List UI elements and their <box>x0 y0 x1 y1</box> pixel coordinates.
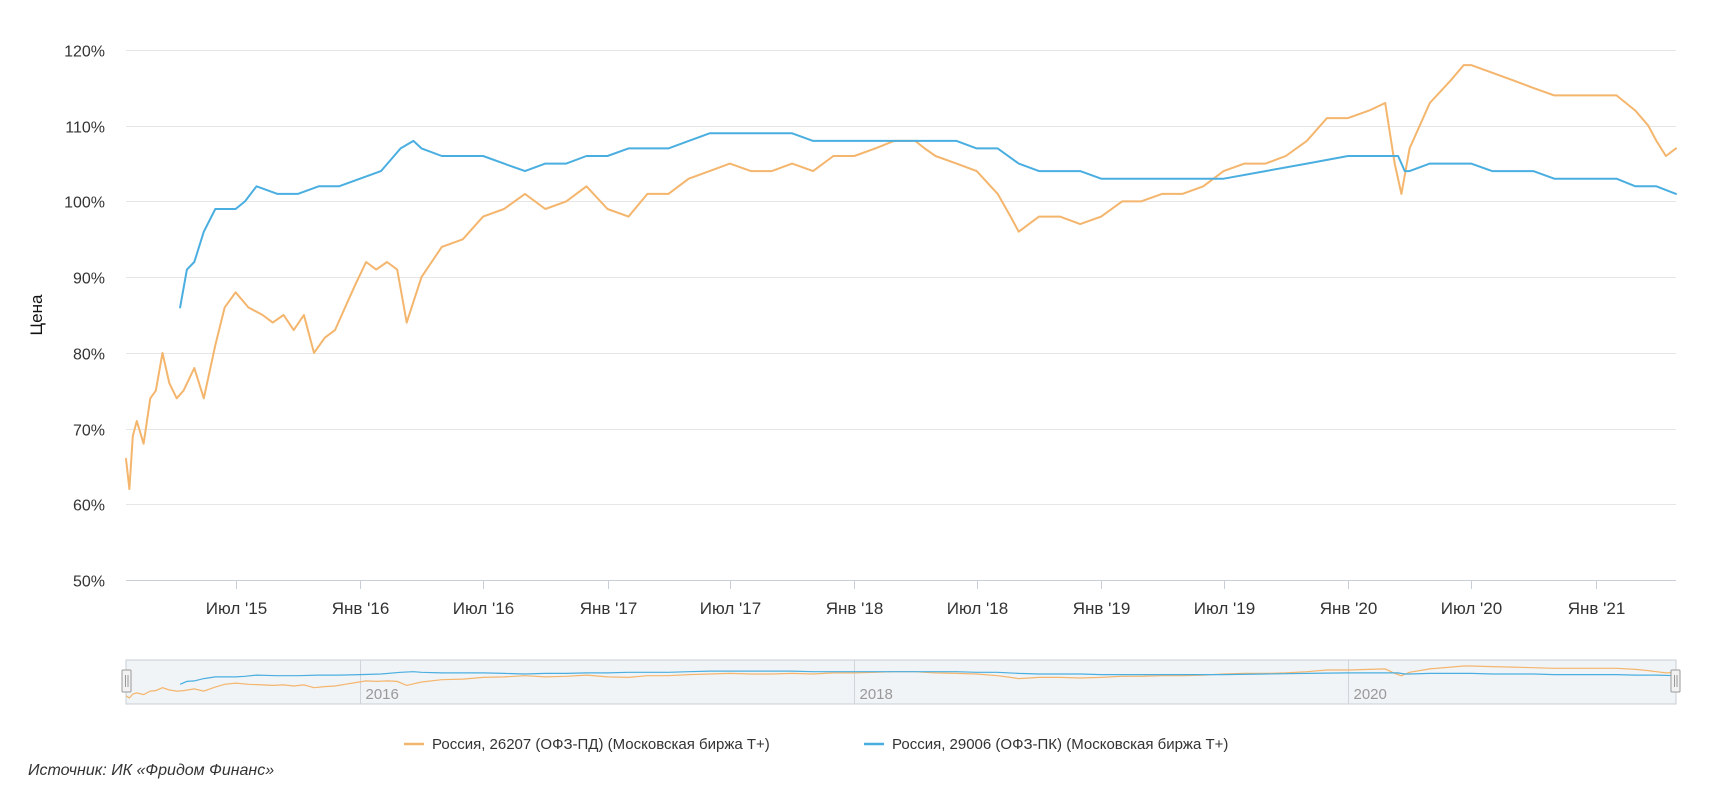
y-tick-label: 110% <box>65 120 105 137</box>
navigator-series-line-1 <box>125 665 1677 699</box>
x-tick-label: Июл '16 <box>453 599 514 618</box>
series-line-2 <box>179 132 1677 309</box>
source-note: Источник: ИК «Фридом Финанс» <box>28 762 275 779</box>
navigator-label: 2016 <box>366 686 399 703</box>
navigator-left-handle[interactable] <box>121 669 132 693</box>
navigator-series-line-2 <box>179 670 1677 685</box>
y-tick-label: 50% <box>73 574 105 591</box>
x-tick-label: Янв '21 <box>1568 599 1626 618</box>
x-axis-ticks: Июл '15 Янв '16 Июл '16 Янв '17 Июл '17 Янв '… <box>206 580 1625 618</box>
legend-label: Россия, 26207 (ОФЗ-ПД) (Московская биржа… <box>432 736 770 753</box>
y-tick-label: 60% <box>73 498 105 515</box>
y-axis-label: Цена <box>27 294 46 335</box>
legend-item-series-1[interactable]: Россия, 26207 (ОФЗ-ПД) (Московская биржа… <box>404 736 770 753</box>
x-tick-label: Июл '17 <box>700 599 761 618</box>
navigator-background <box>125 659 1677 705</box>
x-tick-label: Июл '18 <box>947 599 1008 618</box>
legend-item-series-2[interactable]: Россия, 29006 (ОФЗ-ПК) (Московская биржа… <box>864 736 1228 753</box>
legend-label: Россия, 29006 (ОФЗ-ПК) (Московская биржа… <box>892 736 1228 753</box>
x-tick-label: Янв '16 <box>332 599 390 618</box>
x-tick-label: Янв '20 <box>1320 599 1378 618</box>
x-tick-label: Янв '18 <box>826 599 884 618</box>
y-tick-label: 70% <box>73 423 105 440</box>
x-tick-label: Июл '19 <box>1194 599 1255 618</box>
navigator[interactable]: 2016 2018 2020 <box>121 659 1681 705</box>
x-tick-label: Июл '15 <box>206 599 267 618</box>
y-tick-label: 120% <box>64 44 105 61</box>
navigator-series <box>125 665 1677 699</box>
y-axis-ticks: 50% 60% 70% 80% 90% 100% 110% 120% <box>64 44 105 591</box>
navigator-label: 2018 <box>860 686 893 703</box>
x-tick-label: Янв '17 <box>580 599 638 618</box>
navigator-label: 2020 <box>1354 686 1387 703</box>
y-tick-label: 80% <box>73 347 105 364</box>
navigator-right-handle[interactable] <box>1670 669 1681 693</box>
y-tick-label: 90% <box>73 271 105 288</box>
grid <box>126 50 1676 581</box>
x-tick-label: Июл '20 <box>1441 599 1502 618</box>
series-lines <box>125 64 1677 491</box>
legend: Россия, 26207 (ОФЗ-ПД) (Московская биржа… <box>404 736 1228 753</box>
series-line-1 <box>125 64 1677 491</box>
navigator-labels: 2016 2018 2020 <box>366 686 1387 703</box>
x-tick-label: Янв '19 <box>1073 599 1131 618</box>
y-tick-label: 100% <box>64 195 105 212</box>
